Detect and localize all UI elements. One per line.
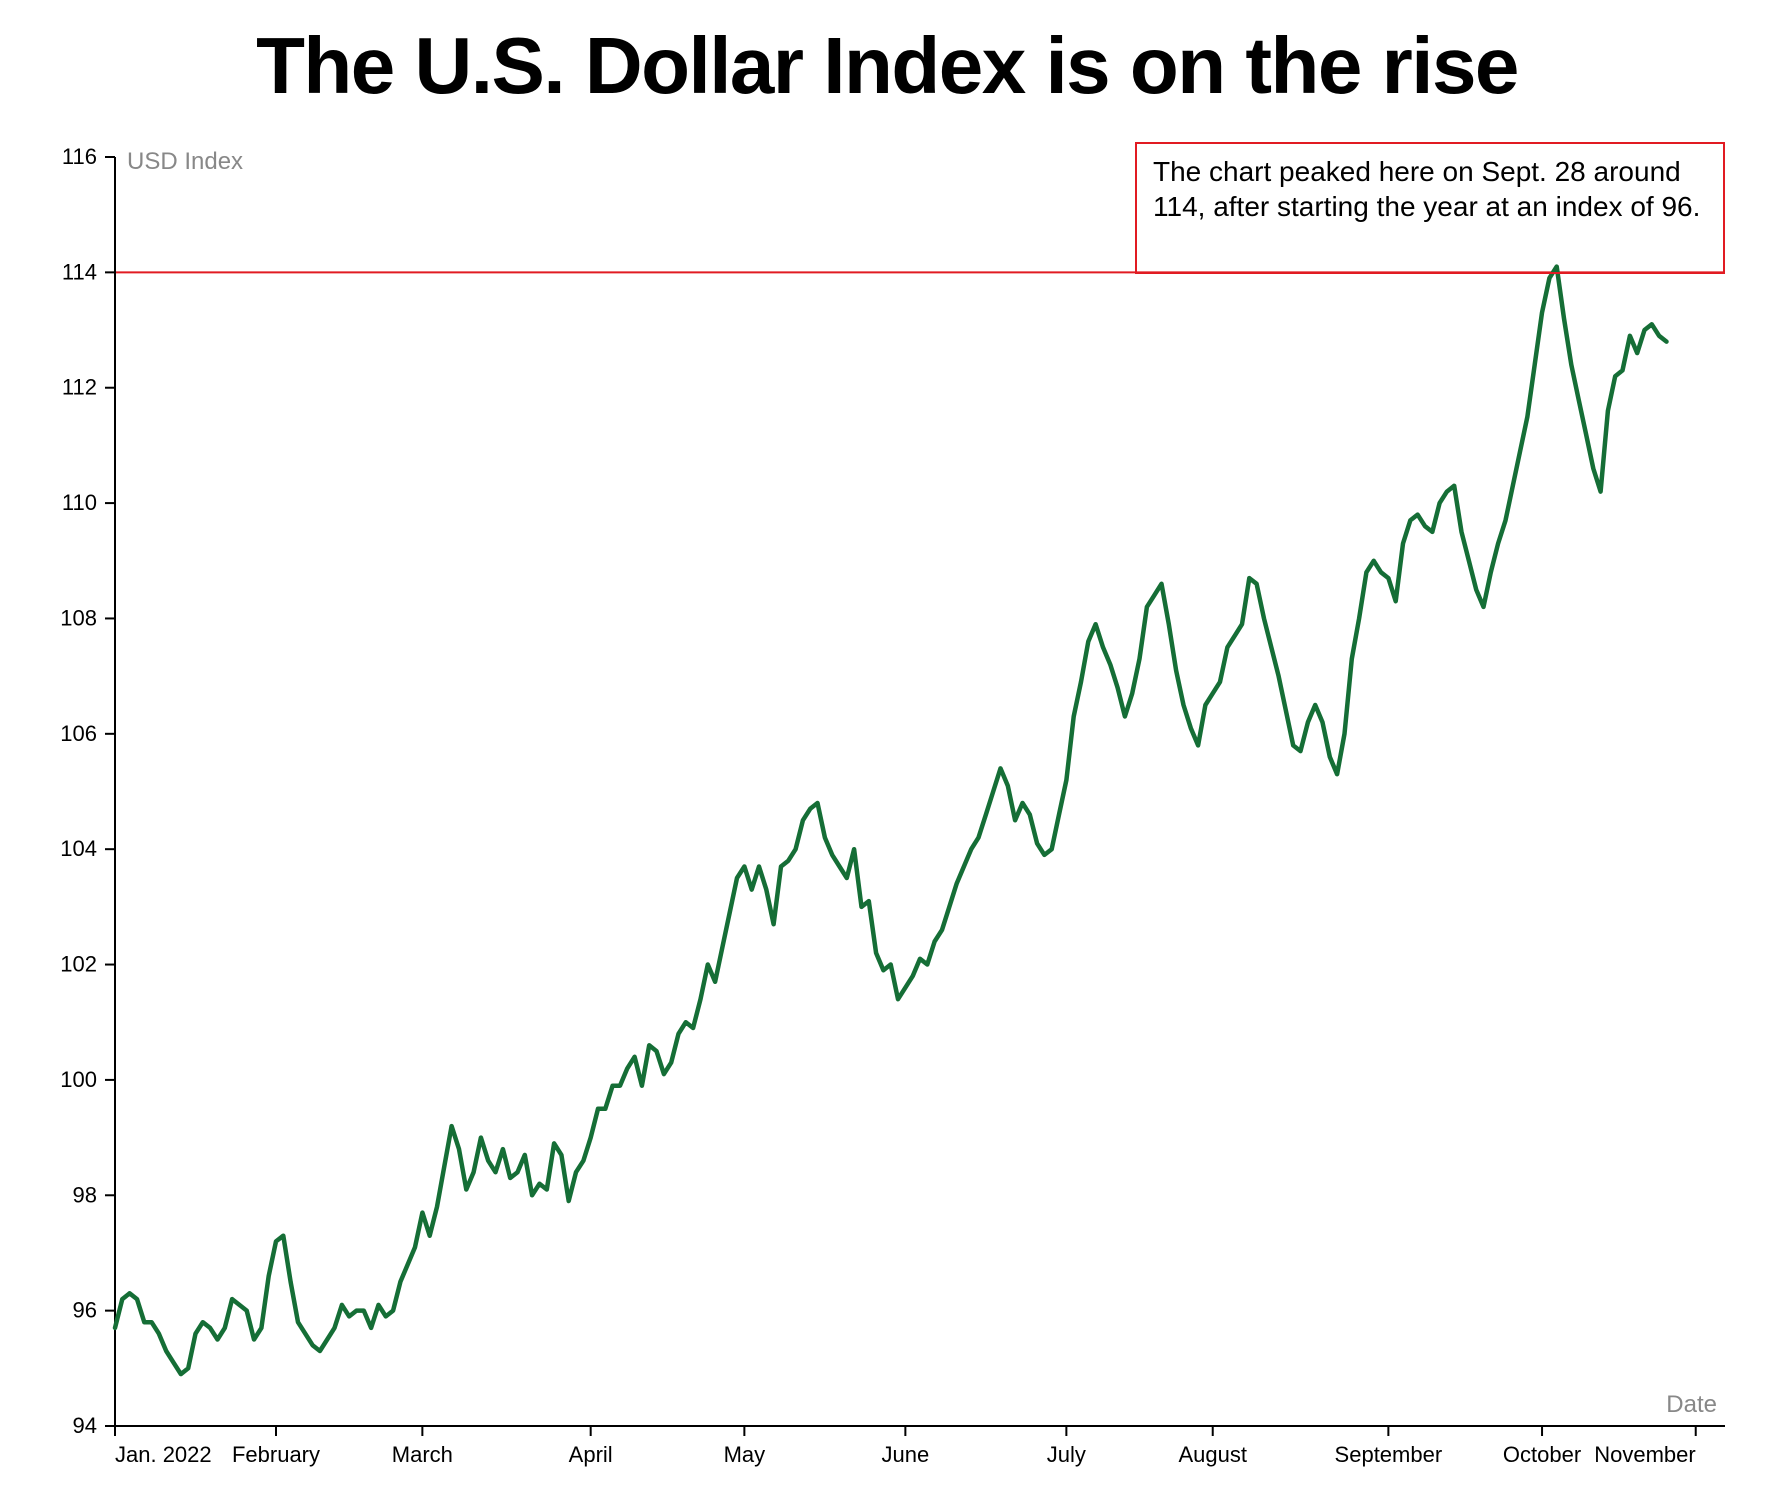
usd-index-line [115, 267, 1667, 1375]
y-tick-label: 110 [62, 490, 97, 515]
x-axis-label: Date [1666, 1391, 1717, 1418]
peak-annotation: The chart peaked here on Sept. 28 around… [1135, 142, 1725, 274]
y-tick-label: 108 [60, 605, 97, 630]
y-tick-label: 106 [60, 721, 97, 746]
y-axis-label: USD Index [127, 148, 243, 175]
x-tick-label: Jan. 2022 [115, 1442, 212, 1467]
y-tick-label: 96 [73, 1298, 97, 1323]
y-tick-label: 112 [62, 375, 97, 400]
y-tick-label: 94 [73, 1413, 97, 1438]
y-tick-label: 98 [73, 1182, 97, 1207]
y-tick-label: 114 [62, 259, 97, 284]
x-tick-label: June [882, 1442, 930, 1467]
y-tick-label: 100 [60, 1067, 97, 1092]
x-tick-label: August [1178, 1442, 1247, 1467]
x-tick-label: April [569, 1442, 613, 1467]
y-tick-label: 104 [60, 836, 97, 861]
x-tick-label: May [724, 1442, 766, 1467]
x-tick-label: September [1335, 1442, 1443, 1467]
x-tick-label: July [1047, 1442, 1086, 1467]
y-tick-label: 116 [62, 144, 97, 169]
x-tick-label: February [232, 1442, 320, 1467]
chart-container: The U.S. Dollar Index is on the rise 949… [0, 0, 1774, 1486]
peak-annotation-text: The chart peaked here on Sept. 28 around… [1153, 156, 1700, 222]
y-tick-label: 102 [60, 952, 97, 977]
x-tick-label: October [1503, 1442, 1581, 1467]
x-tick-label: March [392, 1442, 453, 1467]
x-tick-label: November [1594, 1442, 1695, 1467]
